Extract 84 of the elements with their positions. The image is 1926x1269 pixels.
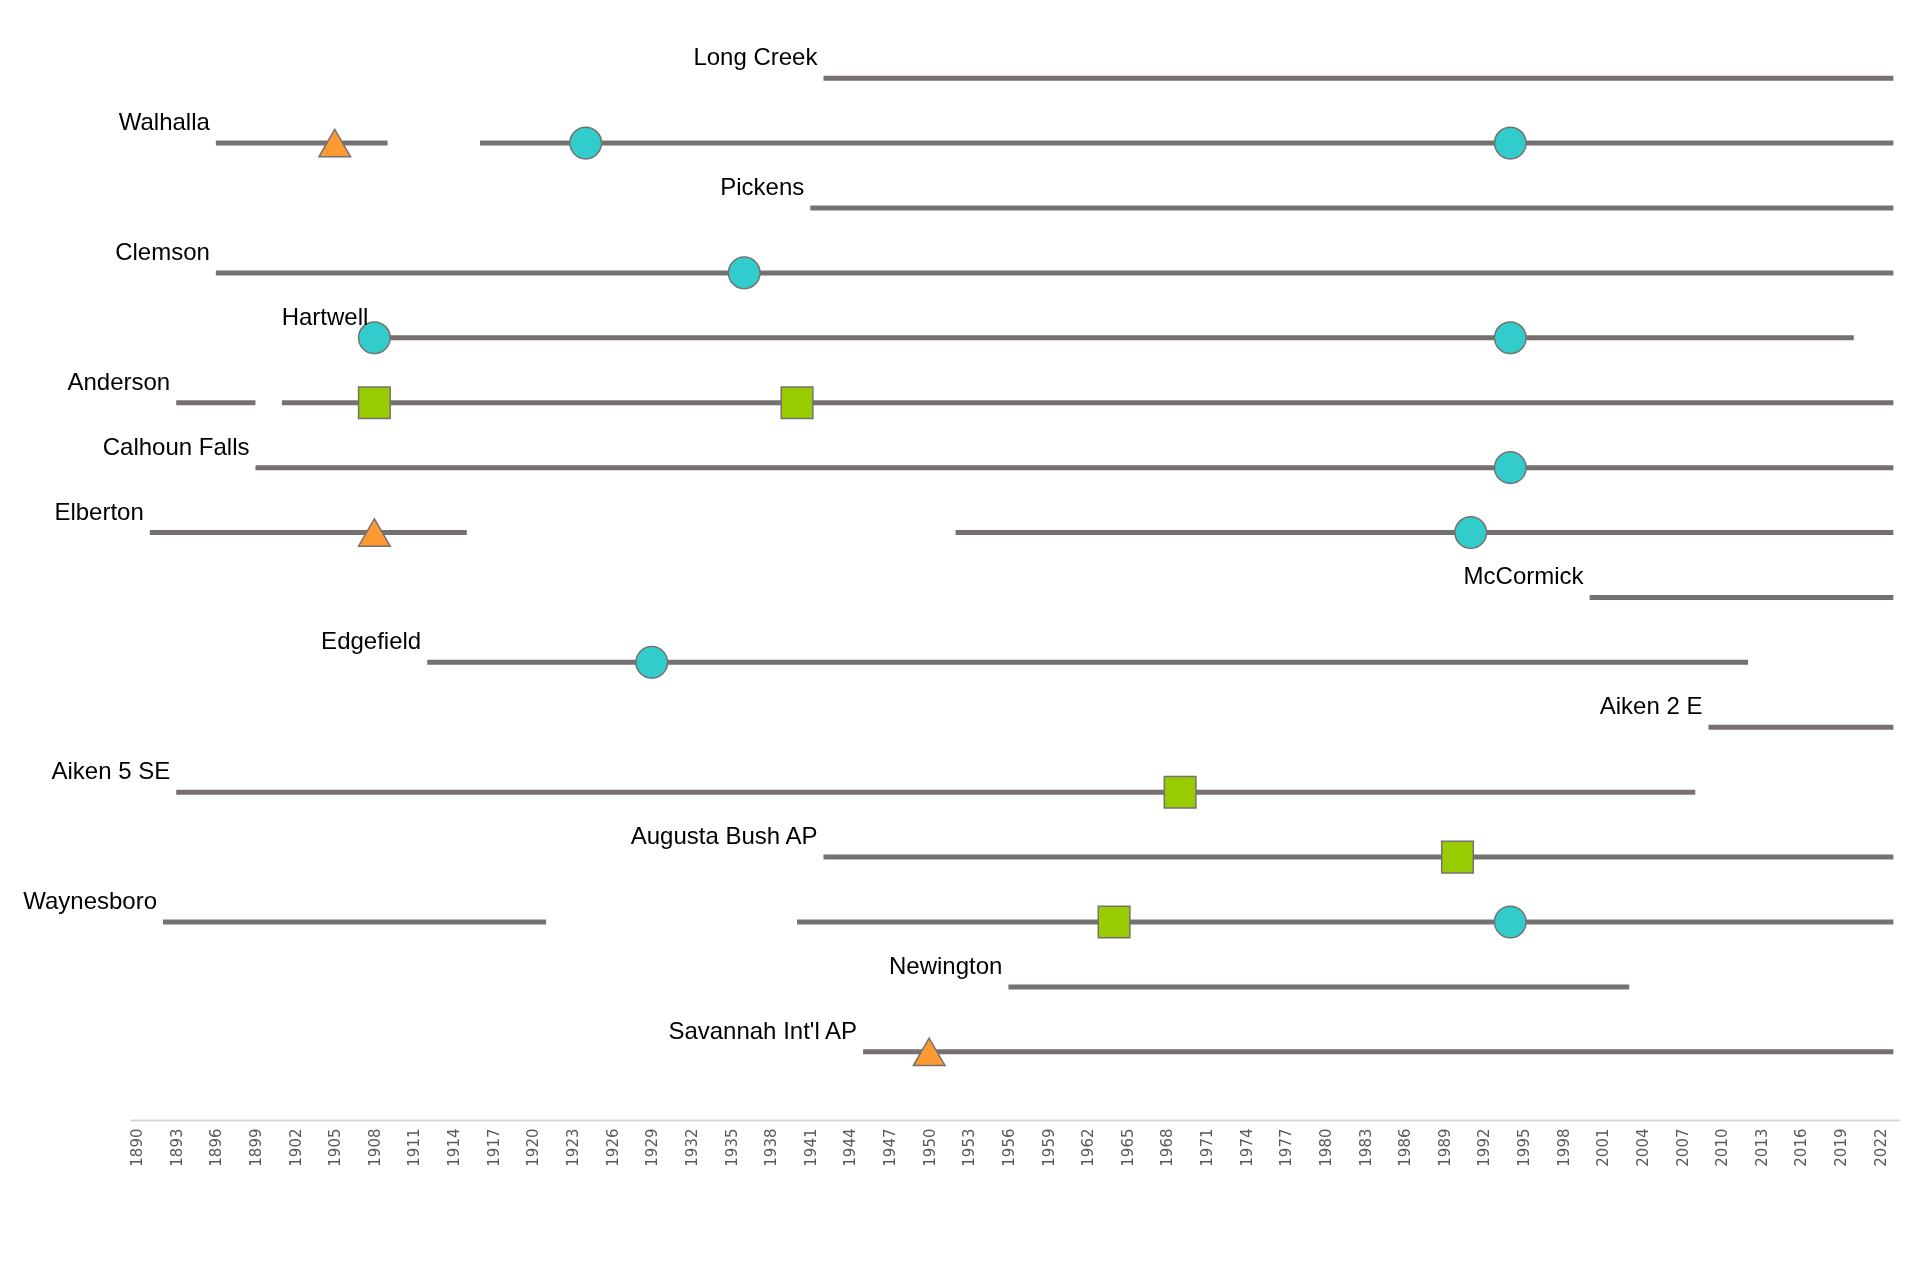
x-tick-label: 1917 [484, 1128, 503, 1167]
bar [1708, 724, 1894, 730]
x-tick-label: 1911 [405, 1128, 424, 1167]
bar [1008, 984, 1630, 990]
x-tick-label: 1941 [801, 1128, 820, 1167]
point [727, 256, 761, 290]
x-tick-label: 1932 [682, 1128, 701, 1167]
x-tick-label: 1899 [246, 1128, 265, 1167]
x-tick-label: 1920 [524, 1128, 543, 1167]
x-tick-label: 2001 [1594, 1128, 1613, 1167]
x-tick-label: 1986 [1396, 1128, 1415, 1167]
x-tick-label: 1938 [762, 1128, 781, 1167]
x-tick-label: 1998 [1554, 1128, 1573, 1167]
point [1440, 840, 1475, 874]
x-tick-label: 1908 [365, 1128, 384, 1167]
x-tick-label: 1905 [326, 1128, 345, 1167]
y-tick-label: Waynesboro [23, 887, 158, 915]
point [318, 128, 352, 158]
x-tick-label: 1968 [1158, 1128, 1177, 1167]
y-tick-label: Anderson [67, 367, 171, 395]
point [1493, 451, 1527, 485]
y-tick-label: Edgefield [321, 627, 422, 655]
y-tick-label: Newington [888, 951, 1003, 979]
bar [163, 919, 547, 925]
x-tick-label: 1995 [1515, 1128, 1534, 1167]
x-tick-label: 2022 [1871, 1128, 1890, 1167]
x-tick-label: 1947 [881, 1128, 900, 1167]
x-tick-label: 1890 [128, 1128, 147, 1167]
x-tick-label: 2004 [1633, 1128, 1652, 1167]
y-tick-label: Long Creek [693, 43, 819, 71]
point [912, 1037, 946, 1067]
y-tick-label: Elberton [54, 497, 144, 525]
x-tick-label: 2013 [1752, 1128, 1771, 1167]
point [1493, 126, 1527, 160]
y-tick-label: McCormick [1463, 562, 1585, 590]
point [780, 386, 814, 420]
x-tick-label: 2019 [1832, 1128, 1851, 1167]
x-tick-label: 1914 [445, 1128, 464, 1167]
x-tick-label: 1926 [603, 1128, 622, 1167]
point [357, 518, 391, 547]
x-tick-label: 1896 [207, 1128, 226, 1167]
point [569, 126, 603, 160]
y-tick-label: Hartwell [281, 302, 369, 330]
x-tick-label: 1893 [167, 1128, 186, 1167]
point [1493, 321, 1527, 355]
bar [176, 400, 256, 406]
point [1163, 775, 1197, 809]
bar [823, 75, 1894, 81]
point [1097, 905, 1131, 939]
bar [810, 205, 1894, 211]
x-tick-label: 1992 [1475, 1128, 1494, 1167]
point [1454, 516, 1488, 550]
y-tick-label: Aiken 2 E [1599, 692, 1703, 720]
x-tick-label: 1923 [564, 1128, 582, 1167]
x-tick-label: 2016 [1792, 1128, 1811, 1167]
y-tick-label: Clemson [115, 237, 210, 265]
point [1493, 905, 1527, 939]
x-tick-label: 1935 [722, 1128, 741, 1167]
point [357, 386, 391, 420]
x-tick-label: 1980 [1316, 1128, 1335, 1167]
x-tick-label: 1983 [1356, 1128, 1375, 1167]
bar [1589, 594, 1894, 600]
x-tick-label: 1956 [999, 1128, 1018, 1167]
y-tick-label: Savannah Int'l AP [668, 1016, 858, 1044]
x-tick-label: 1902 [286, 1128, 305, 1167]
y-tick-label: Calhoun Falls [102, 432, 250, 460]
y-tick-label: Walhalla [118, 108, 211, 136]
x-tick-label: 2010 [1713, 1128, 1732, 1167]
x-tick-label: 1977 [1277, 1128, 1296, 1167]
x-tick-label: 1971 [1198, 1128, 1217, 1167]
x-tick-label: 1962 [1079, 1128, 1098, 1167]
y-tick-label: Pickens [720, 172, 805, 200]
y-tick-label: Aiken 5 SE [51, 757, 171, 785]
x-tick-label: 1953 [960, 1128, 979, 1167]
x-tick-label: 1929 [643, 1128, 662, 1167]
x-tick-label: 1989 [1435, 1128, 1454, 1167]
x-tick-label: 1959 [1039, 1128, 1058, 1167]
y-tick-label: Augusta Bush AP [630, 822, 818, 850]
x-tick-label: 1944 [841, 1128, 860, 1167]
x-tick-label: 1950 [920, 1128, 939, 1167]
x-tick-label: 1974 [1237, 1128, 1256, 1167]
x-tick-label: 1965 [1118, 1128, 1137, 1167]
x-tick-label: 2007 [1673, 1128, 1692, 1167]
point [635, 645, 669, 679]
